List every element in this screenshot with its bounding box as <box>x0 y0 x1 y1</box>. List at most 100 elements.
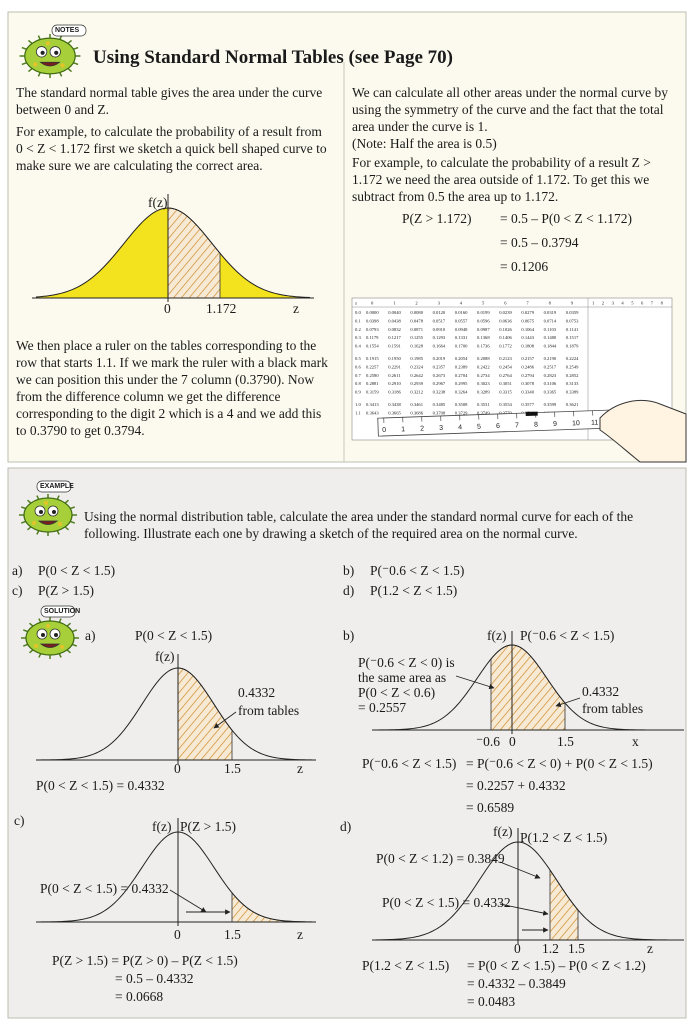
table-cell: 0.5 <box>355 356 361 361</box>
table-header: 6 <box>641 301 644 306</box>
table-cell: 0.2549 <box>566 364 579 369</box>
table-cell: 0.3531 <box>477 402 490 407</box>
table-cell: 0.2673 <box>433 373 446 378</box>
badge-bubble <box>40 605 76 618</box>
annotation: P(⁻0.6 < Z < 0) is <box>358 655 455 670</box>
annotation: P(0 < Z < 1.2) = 0.3849 <box>376 851 505 866</box>
table-cell: 0.0714 <box>544 318 557 323</box>
tick-label: 0 <box>174 927 181 942</box>
table-cell: 0.1064 <box>521 327 534 332</box>
part-text: P(Z > 1.5) <box>38 583 94 598</box>
axis-label: z <box>293 301 299 316</box>
tick-label: 0 <box>164 301 171 316</box>
part-label: c) <box>14 813 25 828</box>
table-cell: 0.2939 <box>410 381 423 386</box>
table-header: 6 <box>504 301 507 306</box>
table-cell: 0.3389 <box>566 390 579 395</box>
arrow <box>213 711 237 729</box>
result: P(0 < Z < 1.5) = 0.4332 <box>36 778 165 793</box>
table-cell: 0.3438 <box>388 402 401 407</box>
axis-label: f(z) <box>155 649 175 664</box>
table-cell: 0.2642 <box>410 373 423 378</box>
table-cell: 0.0319 <box>544 310 557 315</box>
paragraph: For example, to calculate the probabilit… <box>352 155 651 204</box>
page-title: Using Standard Normal Tables (see Page 7… <box>93 47 453 68</box>
table-cell: 0.1406 <box>499 335 512 340</box>
equation: P(Z > 1.5) = P(Z > 0) – P(Z < 1.5) <box>52 953 238 968</box>
equation: P(1.2 < Z < 1.5) <box>362 958 450 973</box>
tick-label: 1.172 <box>206 301 237 316</box>
table-header: 7 <box>651 301 654 306</box>
table-cell: 0.3708 <box>433 410 446 415</box>
mascot <box>19 33 81 79</box>
ruler-label: 1 <box>401 426 405 433</box>
part-label: b) <box>343 563 355 578</box>
mascot-spot <box>46 624 50 628</box>
table-cell: 0.0871 <box>410 327 423 332</box>
part-text: P(⁻0.6 < Z < 1.5) <box>370 563 465 578</box>
paragraph: (Note: Half the area is 0.5) <box>352 136 497 151</box>
table-cell: 0.1628 <box>410 344 423 349</box>
annotation: from tables <box>582 701 644 716</box>
mascot-pupil <box>41 633 45 637</box>
table-cell: 0.3238 <box>433 390 446 395</box>
table-header: 1 <box>592 301 595 306</box>
table-cell: 0.1772 <box>499 344 512 349</box>
badge-label: EXAMPLE <box>40 483 74 490</box>
mascot-pupil <box>40 50 45 55</box>
table-cell: 0.1368 <box>477 335 490 340</box>
mascot-spot <box>58 522 62 526</box>
ruler-label: 10 <box>572 420 580 427</box>
table-cell: 0.2852 <box>566 373 579 378</box>
tick-label: 1.5 <box>224 927 241 942</box>
table-cell: 0.2454 <box>499 364 512 369</box>
table-cell: 0.2324 <box>410 364 423 369</box>
table-cell: 0.0080 <box>410 310 423 315</box>
axis-label: f(z) <box>493 824 513 839</box>
table-header: 0 <box>371 301 374 306</box>
table-cell: 0.0438 <box>388 318 401 323</box>
annotation: = 0.2557 <box>358 700 407 715</box>
table-cell: 0.3106 <box>544 381 557 386</box>
mascot-mouth <box>39 61 61 67</box>
table-cell: 0.2123 <box>499 356 512 361</box>
annotation: P(0 < Z < 0.6) <box>358 685 436 700</box>
bell-curve <box>39 667 313 761</box>
table-header: 9 <box>571 301 574 306</box>
bell-curve <box>375 644 680 731</box>
table-cell: 0.1915 <box>366 356 379 361</box>
axis-label: f(z) <box>148 195 168 210</box>
table-cell: 0.2422 <box>477 364 490 369</box>
mascot-mouth <box>39 643 61 648</box>
table-cell: 0.0000 <box>366 310 379 315</box>
table-cell: 0.0398 <box>366 318 379 323</box>
mascot-spot <box>60 645 64 649</box>
tick-label: 0 <box>514 941 521 956</box>
table-cell: 0.2291 <box>388 364 401 369</box>
part-text: P(0 < Z < 1.5) <box>38 563 116 578</box>
table-cell: 0.0279 <box>521 310 534 315</box>
table-cell: 0.0120 <box>433 310 446 315</box>
part-label: d) <box>340 819 352 834</box>
mascot-mouth <box>37 520 59 525</box>
table-cell: 0.3686 <box>410 410 423 415</box>
table-cell: 0.3212 <box>410 390 423 395</box>
mascot-body <box>25 620 75 656</box>
paragraph: We can calculate all other areas under t… <box>352 85 669 134</box>
table-cell: 0.0675 <box>521 318 534 323</box>
table-cell: 0.3 <box>355 335 361 340</box>
table-cell: 0.3770 <box>499 410 512 415</box>
tick-label: 1.5 <box>568 941 585 956</box>
mascot-body <box>24 37 76 75</box>
table-cell: 0.1331 <box>455 335 468 340</box>
equation: = 0.5 – P(0 < Z < 1.172) <box>500 211 632 226</box>
table-cell: 0.3665 <box>388 410 401 415</box>
equation: = 0.4332 – 0.3849 <box>467 976 566 991</box>
table-header: 8 <box>549 301 552 306</box>
table-cell: 0.3186 <box>388 390 401 395</box>
mascot-spot <box>44 501 48 505</box>
tick-label: 0 <box>174 761 181 776</box>
badge-label: SOLUTION <box>44 608 81 615</box>
table-cell: 0.0557 <box>455 318 468 323</box>
